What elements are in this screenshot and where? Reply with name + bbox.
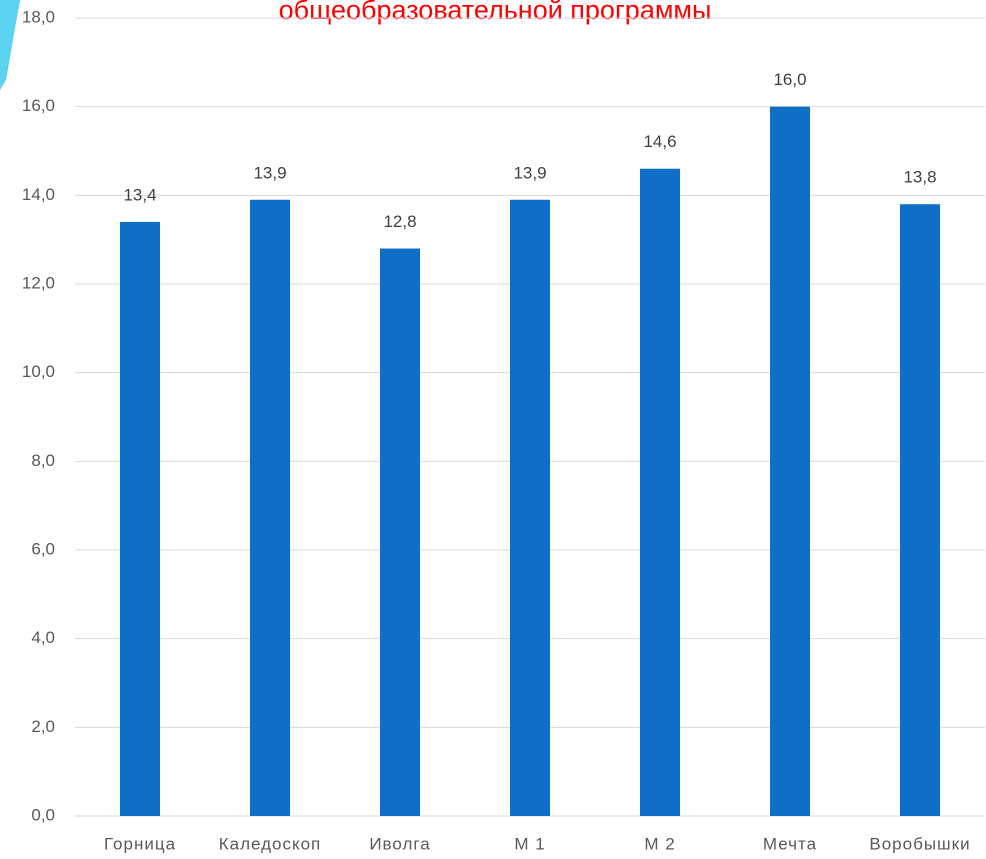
y-tick-label: 18,0: [22, 7, 55, 26]
x-tick-label: М 1: [514, 834, 545, 853]
y-tick-label: 0,0: [31, 805, 55, 824]
bar: [120, 221, 160, 816]
y-tick-label: 14,0: [22, 185, 55, 204]
value-label: 16,0: [773, 70, 806, 89]
value-label: 12,8: [383, 212, 416, 231]
x-tick-label: Иволга: [369, 834, 430, 853]
y-tick-label: 6,0: [31, 539, 55, 558]
bar: [380, 248, 420, 817]
value-label: 13,9: [253, 163, 286, 182]
y-tick-label: 10,0: [22, 362, 55, 381]
x-tick-label: Воробышки: [869, 834, 970, 853]
bar: [250, 199, 290, 816]
value-label: 13,8: [903, 168, 936, 187]
bar: [900, 204, 940, 816]
x-tick-label: М 2: [644, 834, 675, 853]
y-tick-label: 12,0: [22, 273, 55, 292]
y-tick-label: 16,0: [22, 96, 55, 115]
value-label: 13,4: [123, 185, 156, 204]
y-tick-label: 8,0: [31, 451, 55, 470]
x-tick-label: Каледоскоп: [219, 834, 322, 853]
bar: [640, 168, 680, 816]
bar: [770, 106, 810, 816]
y-tick-label: 2,0: [31, 717, 55, 736]
x-tick-label: Горница: [104, 834, 176, 853]
decoration: [0, 0, 20, 90]
value-label: 13,9: [513, 163, 546, 182]
x-tick-label: Мечта: [763, 834, 817, 853]
y-tick-label: 4,0: [31, 628, 55, 647]
bar: [510, 199, 550, 816]
value-label: 14,6: [643, 132, 676, 151]
chart-title: общеобразовательной программы: [279, 0, 712, 25]
